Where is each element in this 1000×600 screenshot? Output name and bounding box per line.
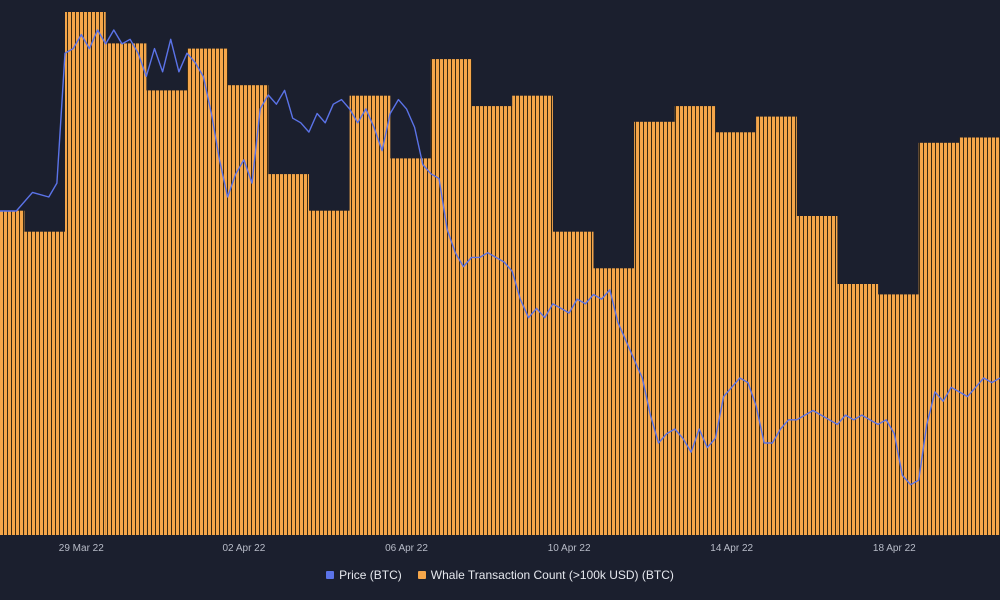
whale-bar-2[interactable] — [65, 12, 106, 535]
whale-bar-7[interactable] — [268, 174, 309, 535]
whale-bar-8[interactable] — [308, 210, 350, 535]
whale-bar-10[interactable] — [390, 158, 431, 535]
legend: Price (BTC) Whale Transaction Count (>10… — [0, 568, 1000, 582]
bars-layer — [0, 12, 1000, 536]
whale-bar-20[interactable] — [796, 216, 838, 535]
whale-bar-15[interactable] — [593, 268, 635, 535]
whale-bar-0[interactable] — [0, 210, 25, 535]
whale-bar-4[interactable] — [146, 90, 187, 536]
price-line[interactable] — [0, 29, 1000, 486]
whale-bar-19[interactable] — [756, 116, 797, 535]
legend-label-whale: Whale Transaction Count (>100k USD) (BTC… — [430, 568, 674, 582]
line-layer — [0, 29, 1000, 486]
whale-bar-14[interactable] — [552, 231, 594, 535]
whale-bar-6[interactable] — [227, 85, 269, 535]
whale-bar-3[interactable] — [105, 43, 147, 536]
whale-bar-23[interactable] — [918, 142, 960, 536]
whale-bar-17[interactable] — [674, 106, 716, 535]
whale-bar-21[interactable] — [837, 284, 879, 535]
legend-label-price: Price (BTC) — [339, 568, 402, 582]
whale-bar-11[interactable] — [430, 59, 472, 535]
x-tick-label: 02 Apr 22 — [222, 543, 265, 554]
whale-bar-18[interactable] — [715, 132, 757, 536]
whale-bar-16[interactable] — [634, 121, 675, 536]
whale-bar-12[interactable] — [471, 106, 513, 535]
legend-item-price[interactable]: Price (BTC) — [326, 568, 402, 582]
whale-swatch-icon — [417, 571, 426, 579]
x-tick-label: 14 Apr 22 — [710, 543, 753, 554]
x-axis: 29 Mar 22 02 Apr 22 06 Apr 22 10 Apr 22 14 A… — [59, 543, 916, 554]
whale-bar-1[interactable] — [24, 231, 66, 535]
whale-bar-5[interactable] — [187, 48, 228, 535]
whale-bar-22[interactable] — [878, 294, 919, 535]
whale-bar-24[interactable] — [959, 137, 1000, 536]
x-tick-label: 29 Mar 22 — [59, 543, 104, 554]
x-tick-label: 10 Apr 22 — [548, 543, 591, 554]
x-tick-label: 06 Apr 22 — [385, 543, 428, 554]
x-tick-label: 18 Apr 22 — [873, 543, 916, 554]
legend-item-whale[interactable]: Whale Transaction Count (>100k USD) (BTC… — [417, 568, 674, 582]
whale-bar-9[interactable] — [349, 95, 391, 535]
price-swatch-icon — [326, 571, 335, 579]
